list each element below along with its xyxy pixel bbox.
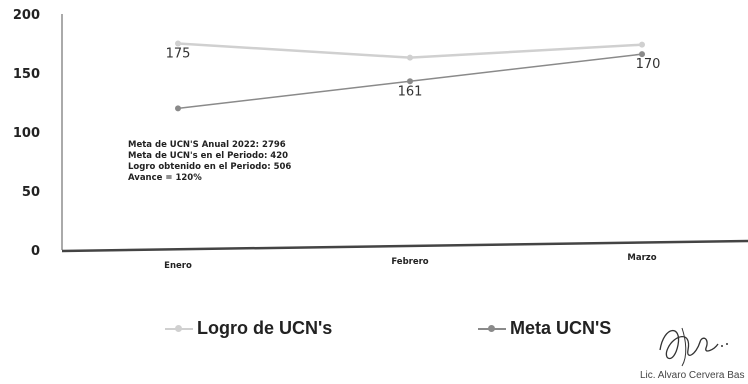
- y-tick-label: 100: [13, 126, 40, 141]
- data-label: 161: [398, 84, 423, 99]
- data-point-1: [639, 41, 645, 48]
- chart-annotation: Meta de UCN'S Anual 2022: 2796 Meta de U…: [128, 140, 291, 184]
- legend-item-meta: Meta UCN'S: [478, 318, 611, 339]
- legend-swatch-meta: [478, 324, 506, 332]
- x-tick-label: Enero: [164, 261, 192, 271]
- data-point-2: [639, 51, 645, 58]
- data-point-2: [407, 78, 413, 85]
- signature-icon: [659, 327, 728, 367]
- data-label: 170: [636, 57, 661, 72]
- annotation-line-1: Meta de UCN'S Anual 2022: 2796: [128, 140, 286, 150]
- data-point-1: [175, 40, 181, 47]
- legend-label-logro: Logro de UCN's: [197, 318, 333, 338]
- x-tick-label: Febrero: [391, 257, 428, 267]
- data-point-2: [175, 105, 181, 112]
- data-label: 175: [166, 47, 191, 62]
- data-point-1: [407, 54, 413, 61]
- annotation-line-3: Logro obtenido en el Periodo: 506: [128, 162, 292, 172]
- y-tick-label: 150: [13, 67, 40, 82]
- annotation-line-2: Meta de UCN's en el Periodo: 420: [128, 151, 289, 161]
- y-tick-label: 0: [31, 244, 40, 259]
- legend-item-logro: Logro de UCN's: [165, 318, 332, 339]
- signer-name: Lic. Alvaro Cervera Bas: [640, 370, 745, 381]
- annotation-line-4: Avance = 120%: [128, 173, 202, 183]
- y-tick-label: 50: [22, 185, 40, 200]
- legend-swatch-logro: [165, 324, 193, 332]
- legend-label-meta: Meta UCN'S: [510, 318, 612, 338]
- x-axis-line: [61, 239, 748, 253]
- x-tick-label: Marzo: [627, 253, 656, 263]
- y-tick-label: 200: [13, 8, 40, 23]
